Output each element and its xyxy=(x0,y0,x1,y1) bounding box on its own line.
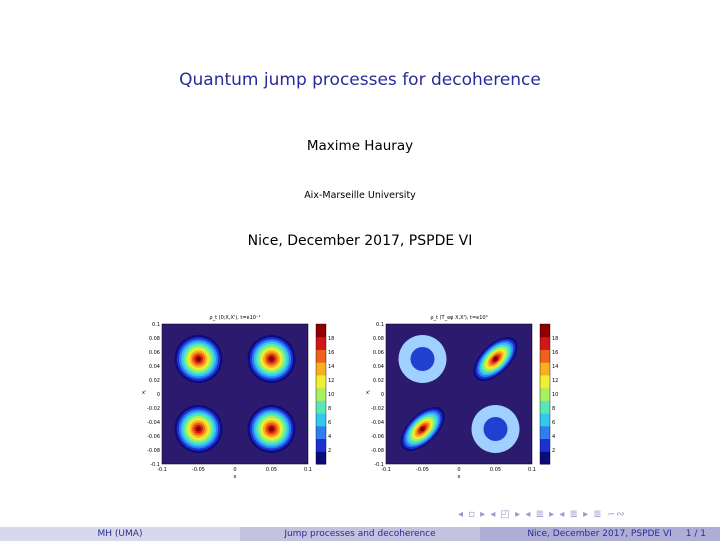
y-tick-label: 0.1 xyxy=(152,322,160,328)
x-tick-label: -0.05 xyxy=(192,467,205,473)
colorbar-tick-label: 8 xyxy=(552,406,555,412)
colorbar-tick-label: 6 xyxy=(328,420,331,426)
colorbar-tick-label: 14 xyxy=(328,364,334,370)
colorbar-tick-label: 10 xyxy=(552,392,558,398)
colorbar xyxy=(315,323,327,465)
colorbar xyxy=(539,323,551,465)
x-tick-label: 0.1 xyxy=(528,467,536,473)
x-tick-label: 0.05 xyxy=(490,467,501,473)
colorbar-tick-label: 6 xyxy=(552,420,555,426)
y-tick-label: -0.04 xyxy=(371,420,384,426)
x-tick-label: 0.1 xyxy=(304,467,312,473)
y-tick-label: 0.1 xyxy=(376,322,384,328)
x-tick-label: 0.05 xyxy=(266,467,277,473)
y-tick-label: -0.06 xyxy=(147,434,160,440)
y-tick-label: 0.02 xyxy=(373,378,384,384)
y-tick-label: 0.08 xyxy=(373,336,384,342)
y-tick-label: -0.08 xyxy=(371,448,384,454)
y-tick-label: -0.06 xyxy=(371,434,384,440)
footer-bar: MH (UMA) Jump processes and decoherence … xyxy=(0,527,720,541)
footer-author: MH (UMA) xyxy=(0,527,240,541)
y-tick-label: -0.02 xyxy=(147,406,160,412)
y-tick-label: -0.08 xyxy=(147,448,160,454)
plot-caption: ρ_t (T_eφ X,X'), t=e10⁰ xyxy=(430,315,487,321)
y-tick-label: 0 xyxy=(157,392,160,398)
y-tick-label: 0.06 xyxy=(373,350,384,356)
density-plot-left: ρ_t (0;X,X'), t=e10⁻¹ -0.1 -0.05 0 0.05 0.1 x 0… xyxy=(140,310,345,480)
plot-caption: ρ_t (0;X,X'), t=e10⁻¹ xyxy=(209,315,260,321)
y-tick-label: -0.1 xyxy=(374,462,384,468)
event-date: Nice, December 2017, PSPDE VI xyxy=(247,233,473,249)
footer-title: Jump processes and decoherence xyxy=(240,527,480,541)
colorbar-tick-label: 4 xyxy=(552,434,555,440)
colorbar-tick-label: 8 xyxy=(328,406,331,412)
density-blob xyxy=(398,335,447,383)
density-blob xyxy=(473,336,518,382)
y-tick-label: -0.1 xyxy=(150,462,160,468)
beamer-navigation[interactable]: ◂ ▫ ▸ ◂ ◰ ▸ ◂ ≣ ▸ ◂ ≣ ▸ ≣ ∽∾ xyxy=(458,509,626,520)
y-tick-label: 0.08 xyxy=(149,336,160,342)
page-number: 1 / 1 xyxy=(685,529,706,539)
y-tick-label: 0 xyxy=(381,392,384,398)
x-axis-label: x xyxy=(234,474,237,480)
density-plot-left-svg: ρ_t (0;X,X'), t=e10⁻¹-0.1 -0.05 0 0.05 0.1x0… xyxy=(142,315,334,480)
density-blob xyxy=(174,405,223,453)
colorbar-tick-label: 12 xyxy=(552,378,558,384)
y-tick-label: 0.04 xyxy=(149,364,160,370)
y-axis-label: x' xyxy=(366,390,370,396)
colorbar-tick-label: 16 xyxy=(552,350,558,356)
x-tick-label: 0 xyxy=(233,467,236,473)
y-axis-label: x' xyxy=(142,390,146,396)
density-blob xyxy=(247,335,296,383)
colorbar-tick-label: 18 xyxy=(552,336,558,342)
x-axis-label: x xyxy=(458,474,461,480)
y-tick-label: -0.02 xyxy=(371,406,384,412)
colorbar-tick-label: 16 xyxy=(328,350,334,356)
density-blob xyxy=(174,335,223,383)
institution: Aix-Marseille University xyxy=(304,190,416,201)
x-tick-label: -0.1 xyxy=(381,467,391,473)
colorbar-tick-label: 10 xyxy=(328,392,334,398)
density-blob xyxy=(400,406,445,452)
footer-event: Nice, December 2017, PSPDE VI xyxy=(527,529,672,539)
y-tick-label: 0.04 xyxy=(373,364,384,370)
density-blob xyxy=(471,405,520,453)
y-tick-label: 0.02 xyxy=(149,378,160,384)
y-tick-label: -0.04 xyxy=(147,420,160,426)
footer-right: Nice, December 2017, PSPDE VI 1 / 1 xyxy=(480,527,720,541)
colorbar-tick-label: 2 xyxy=(328,448,331,454)
y-tick-label: 0.06 xyxy=(149,350,160,356)
x-tick-label: -0.05 xyxy=(416,467,429,473)
density-blob xyxy=(247,405,296,453)
colorbar-tick-label: 2 xyxy=(552,448,555,454)
author-name: Maxime Hauray xyxy=(306,138,414,154)
colorbar-tick-label: 12 xyxy=(328,378,334,384)
slide-title: Quantum jump processes for decoherence xyxy=(179,70,541,90)
colorbar-tick-label: 4 xyxy=(328,434,331,440)
colorbar-tick-label: 14 xyxy=(552,364,558,370)
density-plot-right-svg: ρ_t (T_eφ X,X'), t=e10⁰ -0.1 -0.05 0 0.05 0.1… xyxy=(366,315,558,480)
colorbar-tick-label: 18 xyxy=(328,336,334,342)
x-tick-label: 0 xyxy=(457,467,460,473)
x-tick-label: -0.1 xyxy=(157,467,167,473)
density-plot-right: ρ_t (T_eφ X,X'), t=e10⁰ -0.1 -0.05 0 0.05 0.1… xyxy=(364,310,569,480)
